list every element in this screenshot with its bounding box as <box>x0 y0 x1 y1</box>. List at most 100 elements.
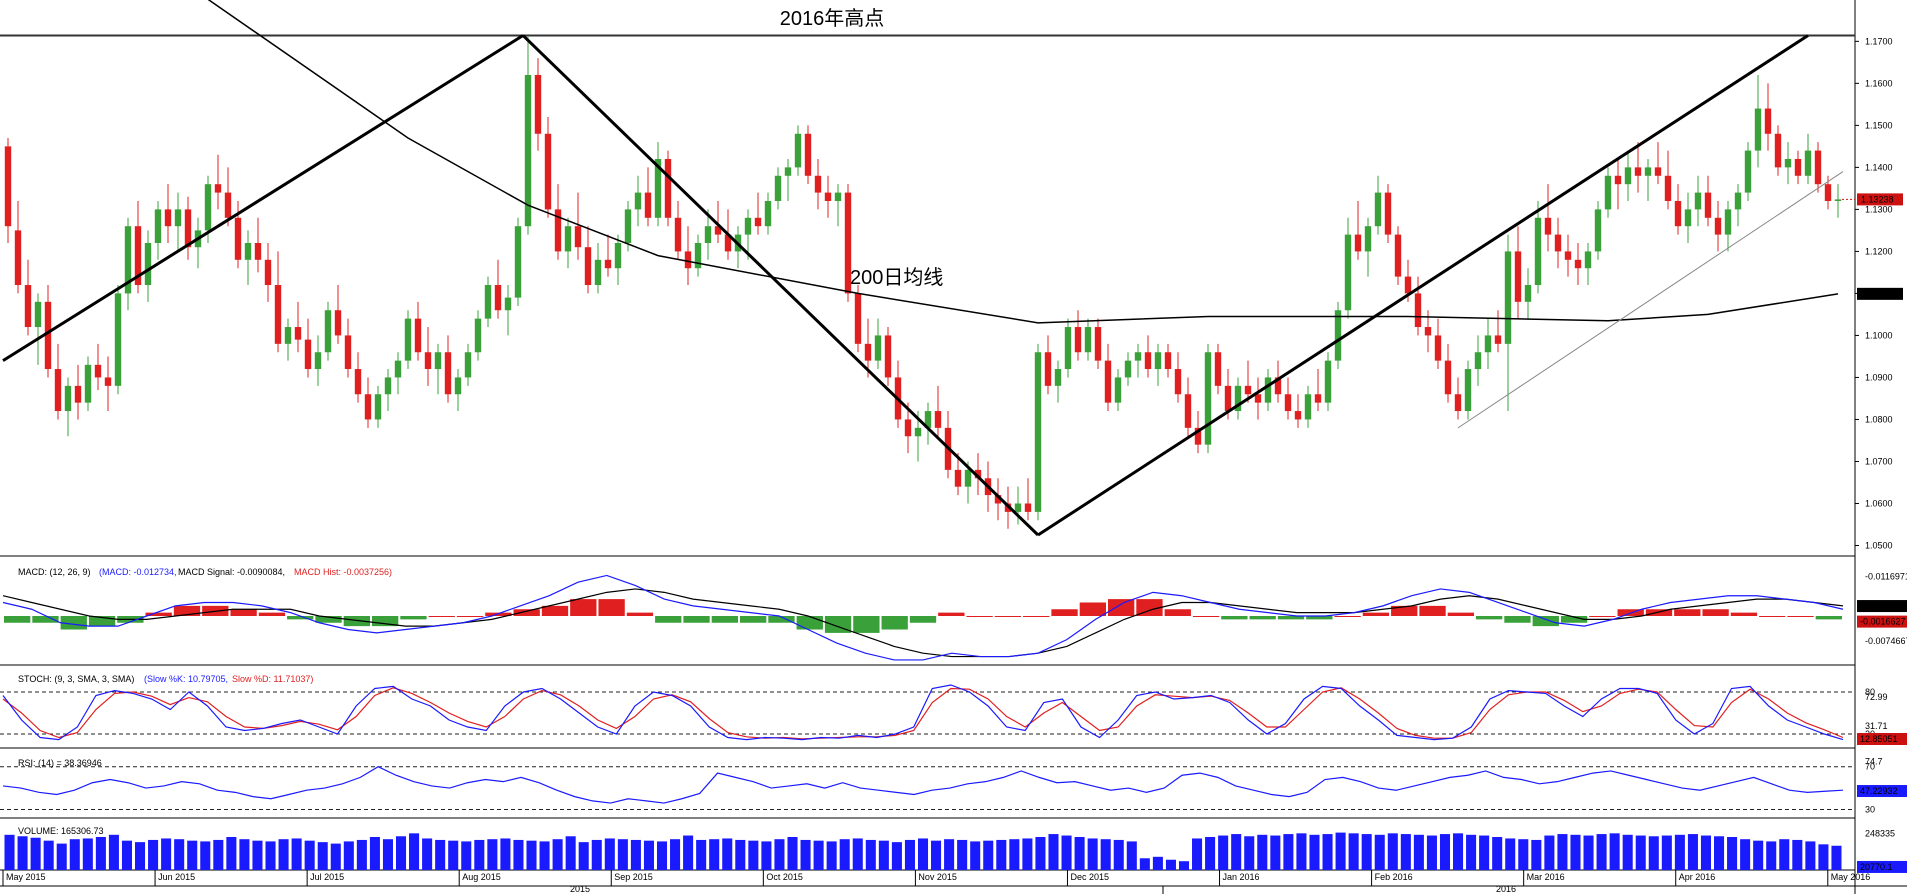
volume-bar <box>200 841 211 870</box>
candle <box>954 453 962 496</box>
candle-body <box>564 226 572 252</box>
volume-bar <box>17 836 28 870</box>
candle <box>564 217 572 269</box>
candle-body <box>1624 167 1632 185</box>
volume-label: VOLUME: 165306.73 <box>18 826 104 836</box>
volume-bar <box>1074 837 1085 870</box>
candle <box>1354 200 1362 260</box>
candle-body <box>1174 369 1182 395</box>
candle <box>444 335 452 403</box>
candle <box>1714 200 1722 252</box>
candle <box>1544 184 1552 252</box>
volume-bar <box>1505 838 1516 870</box>
x-month-label: Sep 2015 <box>614 872 653 882</box>
candle-body <box>1734 192 1742 210</box>
volume-bar <box>957 839 968 870</box>
volume-bar <box>43 840 54 870</box>
candle <box>1584 243 1592 286</box>
candle-body <box>1814 150 1822 185</box>
candle-body <box>1074 327 1082 353</box>
candle <box>1494 310 1502 353</box>
volume-bar <box>891 842 902 870</box>
y-tick-label: 1.0600 <box>1865 498 1893 508</box>
candle-body <box>384 377 392 395</box>
volume-bar <box>226 837 237 870</box>
y-tick-label: 1.1700 <box>1865 36 1893 46</box>
stoch-k-line <box>2 684 1844 741</box>
candle-body <box>314 352 322 370</box>
candle-body <box>1604 175 1612 210</box>
x-month-label: Jul 2015 <box>310 872 344 882</box>
candle-body <box>354 369 362 395</box>
candle <box>654 142 662 227</box>
macd-hist-bar <box>1674 609 1701 616</box>
candle <box>1124 352 1132 386</box>
candle-body <box>1684 209 1692 227</box>
candle <box>624 200 632 252</box>
candle-body <box>1334 310 1342 361</box>
y-tick-label: 70 <box>1865 762 1875 772</box>
volume-bar <box>1022 838 1033 870</box>
candle <box>1604 167 1612 218</box>
candle <box>704 209 712 260</box>
volume-bar <box>565 836 576 870</box>
macd-hist-bar <box>258 612 286 616</box>
candle-body <box>154 209 162 244</box>
candle-body <box>1284 394 1292 412</box>
x-month-label: Jan 2016 <box>1223 872 1260 882</box>
rsi-legend: RSI: (14) = 38.36946 <box>18 758 102 768</box>
candle <box>1174 352 1182 403</box>
x-month-label: May 2015 <box>6 872 46 882</box>
volume-bar <box>1727 837 1738 870</box>
candle-body <box>714 226 722 235</box>
candle-body <box>204 184 212 231</box>
volume-bar <box>1244 836 1255 870</box>
volume-bar <box>448 840 459 870</box>
volume-bar <box>422 838 433 870</box>
candle-body <box>824 192 832 201</box>
candle-body <box>1144 352 1152 370</box>
volume-bar <box>500 838 511 870</box>
candle <box>1214 343 1222 395</box>
candle <box>364 377 372 428</box>
candle-body <box>24 285 32 328</box>
macd-hist-bar <box>485 612 512 616</box>
candle <box>64 377 72 437</box>
volume-bar <box>722 838 733 870</box>
macd-hist-bar <box>1759 616 1786 617</box>
candle <box>1414 276 1422 336</box>
candle-body <box>274 285 282 344</box>
candle-body <box>1254 394 1262 403</box>
macd-hist-bar <box>230 609 257 616</box>
candle-body <box>1224 385 1232 412</box>
candle <box>214 154 222 210</box>
candle-body <box>1544 217 1552 235</box>
candle <box>244 230 252 286</box>
volume-bar <box>1231 834 1242 870</box>
volume-bar <box>1009 839 1020 870</box>
volume-bar <box>1322 834 1333 870</box>
candle-body <box>1104 360 1112 403</box>
volume-bar <box>1400 834 1411 870</box>
macd-hist-bar <box>456 616 484 617</box>
volume-bar <box>461 841 472 870</box>
x-month-label: Feb 2016 <box>1375 872 1413 882</box>
volume-bar <box>1192 838 1203 870</box>
volume-bar <box>526 840 537 870</box>
candle-body <box>1404 276 1412 294</box>
candle-body <box>334 310 342 336</box>
indicator-badge: 0.0029426 <box>1860 601 1903 611</box>
volume-bar <box>552 839 563 870</box>
candle <box>1464 360 1472 420</box>
stoch-d-value: Slow %D: 11.71037) <box>232 674 313 684</box>
candle-body <box>1764 108 1772 134</box>
x-month-label: May 2016 <box>1831 872 1871 882</box>
candle-body <box>1514 251 1522 302</box>
candle <box>614 234 622 286</box>
price-panel <box>0 0 1855 537</box>
candle <box>1804 133 1812 185</box>
candle <box>224 167 232 227</box>
volume-bar <box>1152 856 1163 870</box>
volume-bar <box>317 842 328 870</box>
volume-bar <box>4 834 15 870</box>
